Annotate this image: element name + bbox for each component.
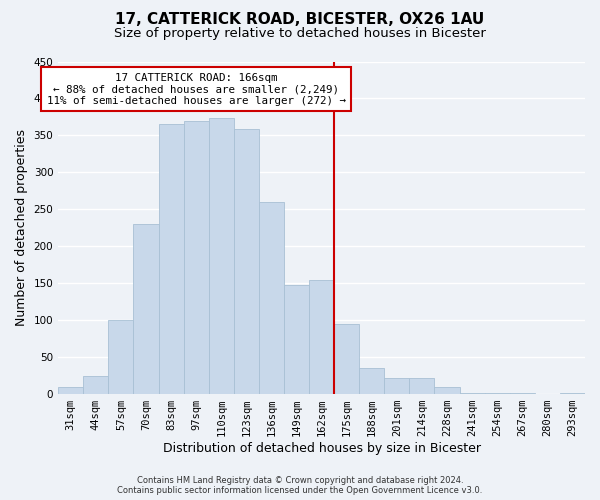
X-axis label: Distribution of detached houses by size in Bicester: Distribution of detached houses by size … <box>163 442 481 455</box>
Bar <box>434 386 460 394</box>
Bar <box>560 392 585 394</box>
Bar <box>334 324 359 394</box>
Bar <box>485 392 510 394</box>
Bar <box>259 202 284 394</box>
Bar <box>158 124 184 394</box>
Bar <box>109 320 133 394</box>
Text: Size of property relative to detached houses in Bicester: Size of property relative to detached ho… <box>114 28 486 40</box>
Bar <box>359 368 385 394</box>
Text: 17, CATTERICK ROAD, BICESTER, OX26 1AU: 17, CATTERICK ROAD, BICESTER, OX26 1AU <box>115 12 485 28</box>
Bar <box>284 284 309 394</box>
Bar <box>460 392 485 394</box>
Text: 17 CATTERICK ROAD: 166sqm
← 88% of detached houses are smaller (2,249)
11% of se: 17 CATTERICK ROAD: 166sqm ← 88% of detac… <box>47 72 346 106</box>
Bar <box>309 280 334 394</box>
Bar <box>58 386 83 394</box>
Bar <box>234 130 259 394</box>
Y-axis label: Number of detached properties: Number of detached properties <box>15 130 28 326</box>
Bar <box>133 224 158 394</box>
Bar <box>209 118 234 394</box>
Bar <box>83 376 109 394</box>
Bar <box>184 120 209 394</box>
Bar <box>385 378 409 394</box>
Bar <box>409 378 434 394</box>
Bar <box>510 392 535 394</box>
Text: Contains HM Land Registry data © Crown copyright and database right 2024.
Contai: Contains HM Land Registry data © Crown c… <box>118 476 482 495</box>
